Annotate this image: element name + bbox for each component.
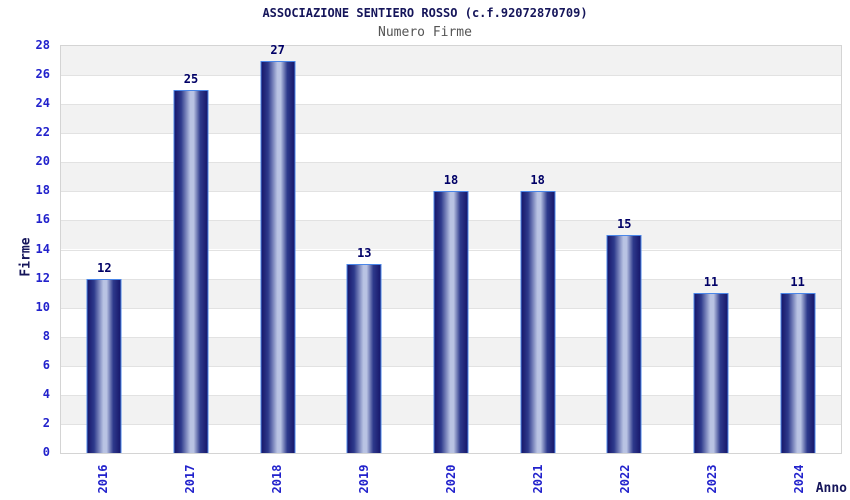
y-tick-label: 0 — [42, 445, 50, 459]
bar-value-label: 11 — [790, 275, 805, 290]
bar-2020 — [433, 191, 469, 453]
y-tick-label: 12 — [35, 270, 50, 285]
bar-group-2020: 18 — [408, 46, 495, 453]
x-tick-label: 2022 — [617, 464, 632, 494]
bar-2016 — [86, 278, 122, 453]
x-tick-label: 2021 — [530, 464, 545, 494]
bar-value-label: 25 — [183, 71, 199, 86]
x-axis-title: Anno — [815, 481, 847, 496]
bar-group-2024: 11 — [754, 46, 841, 453]
bar-group-2017: 25 — [148, 46, 235, 453]
bar-group-2016: 12 — [61, 46, 148, 453]
bar-value-label: 11 — [703, 275, 719, 290]
x-axis-tick-labels: 2016 2017 2018 2019 2020 2021 2022 2023 2024 — [60, 454, 842, 500]
y-tick-label: 10 — [35, 299, 50, 314]
bar-group-2021: 18 — [494, 46, 581, 453]
bar-value-label: 13 — [357, 246, 372, 261]
bar-2024 — [780, 293, 816, 453]
y-tick-label: 18 — [35, 183, 50, 198]
bar-value-label: 18 — [530, 173, 545, 188]
y-tick-label: 14 — [35, 241, 50, 256]
y-tick-label: 2 — [42, 415, 50, 430]
bar-2023 — [693, 293, 729, 453]
bar-group-2018: 27 — [234, 42, 321, 453]
bar-group-2019: 13 — [321, 46, 408, 453]
bar-value-label: 12 — [97, 260, 112, 275]
y-axis-tick-labels: 0 2 4 6 8 10 12 14 16 18 20 22 24 26 28 — [0, 38, 50, 459]
bar-2019 — [346, 264, 382, 453]
y-tick-label: 8 — [42, 328, 50, 343]
x-tick-label: 2017 — [183, 464, 198, 494]
bar-group-2022: 15 — [581, 46, 668, 453]
bar-2017 — [173, 89, 209, 453]
bar-value-label: 15 — [617, 216, 632, 231]
plot-band — [61, 46, 841, 76]
bar-value-label: 18 — [443, 173, 459, 188]
y-tick-label: 24 — [35, 96, 50, 111]
y-tick-label: 28 — [35, 38, 50, 52]
plot-area: 12 25 27 13 18 18 15 11 11 — [60, 42, 842, 454]
y-tick-label: 16 — [35, 212, 50, 227]
y-tick-label: 6 — [42, 357, 50, 372]
x-tick-label: 2018 — [270, 464, 285, 494]
x-tick-label: 2024 — [791, 464, 806, 494]
chart-title: ASSOCIAZIONE SENTIERO ROSSO (c.f.9207287… — [262, 6, 588, 20]
y-tick-label: 20 — [35, 154, 50, 169]
x-tick-label: 2016 — [96, 464, 111, 494]
x-tick-label: 2020 — [444, 464, 458, 494]
y-tick-label: 22 — [35, 125, 50, 140]
bar-2021 — [520, 191, 556, 453]
bar-2018 — [260, 60, 296, 453]
x-tick-label: 2023 — [704, 464, 719, 494]
bar-2022 — [606, 234, 642, 453]
y-tick-label: 4 — [42, 386, 50, 401]
bar-group-2023: 11 — [668, 46, 755, 453]
chart-subtitle: Numero Firme — [378, 25, 472, 40]
x-tick-label: 2019 — [357, 464, 372, 494]
y-tick-label: 26 — [35, 67, 50, 82]
bar-value-label: 27 — [270, 42, 285, 57]
